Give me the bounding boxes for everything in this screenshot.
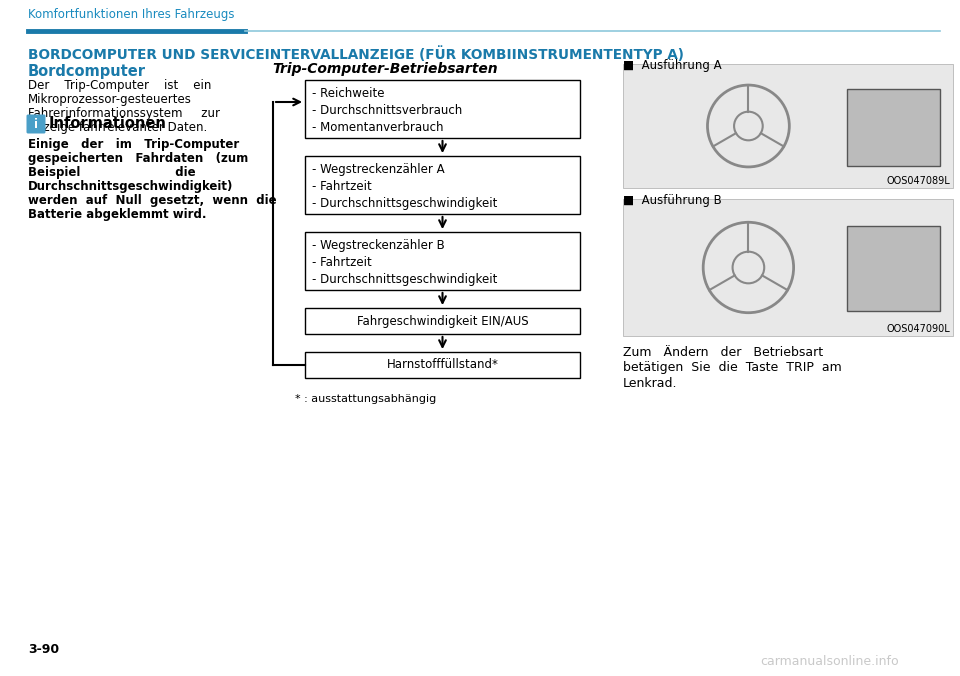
Text: - Momentanverbrauch: - Momentanverbrauch [312,121,444,134]
Text: Durchschnittsgeschwindigkeit): Durchschnittsgeschwindigkeit) [28,180,233,193]
Text: - Wegstreckenzähler B: - Wegstreckenzähler B [312,239,444,252]
Bar [305,156,580,214]
Bar [305,80,580,138]
Text: * : ausstattungsabhängig: * : ausstattungsabhängig [295,394,436,404]
Text: Fahrgeschwindigkeit EIN/AUS: Fahrgeschwindigkeit EIN/AUS [357,314,528,327]
Text: - Reichweite: - Reichweite [312,87,385,100]
Text: i: i [34,118,38,130]
Text: Informationen: Informationen [49,116,167,132]
Text: - Durchschnittsgeschwindigkeit: - Durchschnittsgeschwindigkeit [312,197,497,210]
Text: Trip-Computer-Betriebsarten: Trip-Computer-Betriebsarten [273,62,498,76]
Bar [305,232,580,290]
Text: - Fahrtzeit: - Fahrtzeit [312,256,372,269]
Text: Mikroprozessor-gesteuertes: Mikroprozessor-gesteuertes [28,93,192,106]
Text: Harnstofffüllstand*: Harnstofffüllstand* [387,358,498,372]
Bar [623,199,953,336]
Text: OOS047090L: OOS047090L [886,324,950,334]
Text: - Wegstreckenzähler A: - Wegstreckenzähler A [312,163,444,176]
Text: Fahrerinformationssystem     zur: Fahrerinformationssystem zur [28,107,220,120]
Text: Beispiel                       die: Beispiel die [28,166,196,179]
Text: Lenkrad.: Lenkrad. [623,377,678,390]
Text: ■  Ausführung B: ■ Ausführung B [623,194,722,207]
Text: OOS047089L: OOS047089L [886,176,950,186]
Text: Einige   der   im   Trip-Computer: Einige der im Trip-Computer [28,138,239,151]
Text: Batterie abgeklemmt wird.: Batterie abgeklemmt wird. [28,208,206,221]
Bar [305,308,580,334]
Text: ■  Ausführung A: ■ Ausführung A [623,59,722,72]
Bar [848,226,940,312]
Text: Bordcomputer: Bordcomputer [28,64,146,79]
Text: - Durchschnittsverbrauch: - Durchschnittsverbrauch [312,104,463,117]
Text: 3-90: 3-90 [28,643,60,656]
FancyBboxPatch shape [27,114,45,133]
Text: Der    Trip-Computer    ist    ein: Der Trip-Computer ist ein [28,79,211,92]
Text: betätigen  Sie  die  Taste  TRIP  am: betätigen Sie die Taste TRIP am [623,362,842,375]
Text: Anzeige fahrrelevanter Daten.: Anzeige fahrrelevanter Daten. [28,121,207,134]
Text: BORDCOMPUTER UND SERVICEINTERVALLANZEIGE (FÜR KOMBIINSTRUMENTENTYP A): BORDCOMPUTER UND SERVICEINTERVALLANZEIGE… [28,46,684,62]
Bar [305,352,580,378]
Text: Komfortfunktionen Ihres Fahrzeugs: Komfortfunktionen Ihres Fahrzeugs [28,8,234,21]
Text: Zum   Ändern   der   Betriebsart: Zum Ändern der Betriebsart [623,346,823,359]
Text: werden  auf  Null  gesetzt,  wenn  die: werden auf Null gesetzt, wenn die [28,194,276,207]
Text: carmanualsonline.info: carmanualsonline.info [760,655,899,668]
Text: - Durchschnittsgeschwindigkeit: - Durchschnittsgeschwindigkeit [312,273,497,286]
Text: gespeicherten   Fahrdaten   (zum: gespeicherten Fahrdaten (zum [28,152,249,165]
Bar [623,64,953,188]
Bar [848,89,940,166]
Text: - Fahrtzeit: - Fahrtzeit [312,180,372,193]
